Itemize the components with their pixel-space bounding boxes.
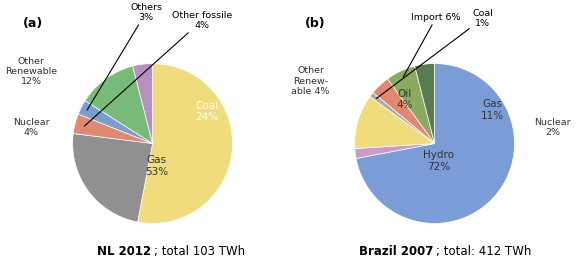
Text: NL 2012: NL 2012 bbox=[97, 245, 151, 258]
Wedge shape bbox=[137, 64, 233, 224]
Text: Coal
24%: Coal 24% bbox=[196, 101, 219, 122]
Text: ; total 103 TWh: ; total 103 TWh bbox=[154, 245, 245, 258]
Wedge shape bbox=[415, 64, 434, 144]
Text: Other fossile
4%: Other fossile 4% bbox=[84, 11, 233, 126]
Text: Oil
4%: Oil 4% bbox=[396, 89, 413, 110]
Text: Brazil 2007: Brazil 2007 bbox=[358, 245, 433, 258]
Text: Hydro
72%: Hydro 72% bbox=[423, 150, 454, 172]
Text: Nuclear
4%: Nuclear 4% bbox=[13, 118, 50, 137]
Wedge shape bbox=[73, 114, 152, 144]
Wedge shape bbox=[388, 66, 434, 144]
Wedge shape bbox=[355, 97, 434, 149]
Text: Other
Renew-
able 4%: Other Renew- able 4% bbox=[291, 66, 330, 96]
Wedge shape bbox=[373, 79, 434, 144]
Text: Gas
53%: Gas 53% bbox=[145, 155, 168, 177]
Text: Gas
11%: Gas 11% bbox=[481, 99, 504, 121]
Wedge shape bbox=[73, 134, 152, 222]
Text: (b): (b) bbox=[305, 17, 325, 30]
Wedge shape bbox=[85, 66, 152, 144]
Wedge shape bbox=[133, 64, 152, 144]
Wedge shape bbox=[78, 101, 152, 144]
Wedge shape bbox=[370, 93, 434, 144]
Text: Nuclear
2%: Nuclear 2% bbox=[534, 118, 571, 137]
Text: ; total: 412 TWh: ; total: 412 TWh bbox=[436, 245, 531, 258]
Wedge shape bbox=[355, 144, 434, 159]
Text: Other
Renewable
12%: Other Renewable 12% bbox=[5, 57, 57, 87]
Text: Coal
1%: Coal 1% bbox=[376, 9, 493, 98]
Text: Import 6%: Import 6% bbox=[403, 13, 461, 77]
Text: (a): (a) bbox=[23, 17, 43, 30]
Text: Others
3%: Others 3% bbox=[87, 3, 162, 110]
Wedge shape bbox=[356, 64, 515, 224]
